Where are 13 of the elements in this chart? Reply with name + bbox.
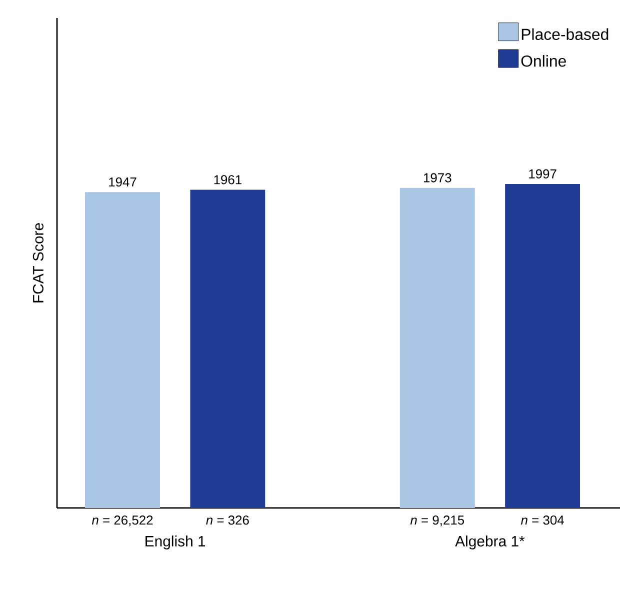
data-label: 1947 (109, 177, 136, 187)
data-label: 1997 (529, 169, 556, 178)
legend-label: Place-based (522, 28, 608, 40)
data-label: 1973 (424, 173, 452, 182)
data-label: 1961 (214, 175, 242, 184)
x-tick-label: Algebra 1* (455, 536, 525, 550)
x-tick-label: English 1 (146, 536, 206, 550)
y-axis-title: FCAT Score (32, 223, 44, 302)
text: n = 326 (206, 516, 249, 525)
legend-label: Online (521, 55, 566, 67)
text: n = 9,215 (410, 516, 464, 526)
text: n = 26,522 (92, 516, 153, 526)
text: n = 304 (520, 516, 564, 525)
